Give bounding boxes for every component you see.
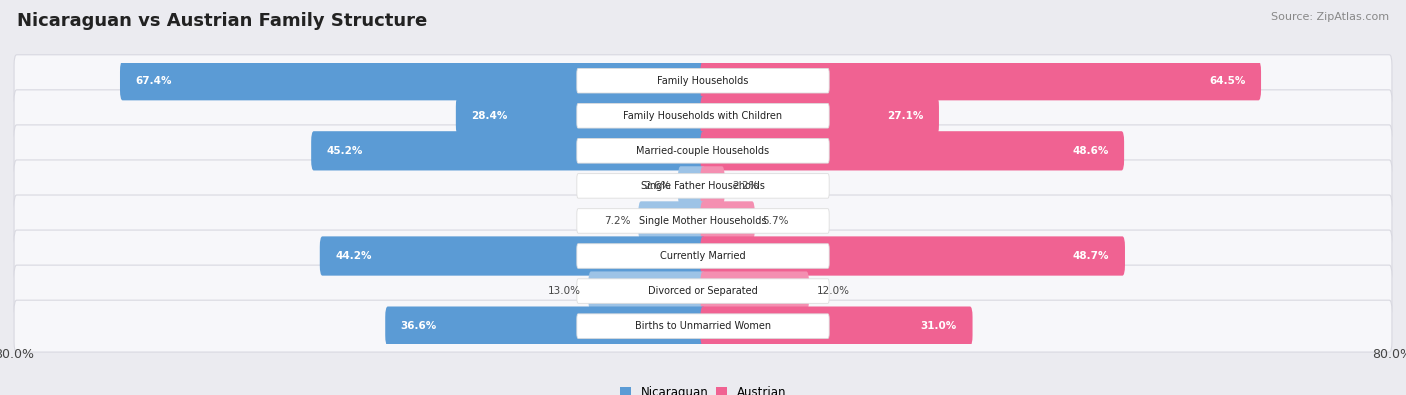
FancyBboxPatch shape	[638, 201, 706, 241]
FancyBboxPatch shape	[700, 61, 1261, 100]
Text: Currently Married: Currently Married	[661, 251, 745, 261]
FancyBboxPatch shape	[14, 300, 1392, 352]
Text: Source: ZipAtlas.com: Source: ZipAtlas.com	[1271, 12, 1389, 22]
Text: 5.7%: 5.7%	[762, 216, 789, 226]
FancyBboxPatch shape	[576, 68, 830, 93]
Text: 36.6%: 36.6%	[401, 321, 437, 331]
FancyBboxPatch shape	[14, 195, 1392, 247]
FancyBboxPatch shape	[576, 174, 830, 198]
Text: 64.5%: 64.5%	[1209, 76, 1246, 86]
FancyBboxPatch shape	[700, 236, 1125, 276]
Text: Single Father Households: Single Father Households	[641, 181, 765, 191]
FancyBboxPatch shape	[700, 166, 724, 205]
FancyBboxPatch shape	[14, 265, 1392, 317]
FancyBboxPatch shape	[576, 244, 830, 268]
FancyBboxPatch shape	[456, 96, 706, 135]
Text: 27.1%: 27.1%	[887, 111, 924, 121]
Text: 31.0%: 31.0%	[921, 321, 957, 331]
FancyBboxPatch shape	[700, 131, 1125, 171]
Legend: Nicaraguan, Austrian: Nicaraguan, Austrian	[620, 386, 786, 395]
FancyBboxPatch shape	[385, 307, 706, 346]
Text: Births to Unmarried Women: Births to Unmarried Women	[636, 321, 770, 331]
FancyBboxPatch shape	[678, 166, 706, 205]
FancyBboxPatch shape	[14, 55, 1392, 107]
FancyBboxPatch shape	[14, 160, 1392, 212]
Text: Married-couple Households: Married-couple Households	[637, 146, 769, 156]
FancyBboxPatch shape	[311, 131, 706, 171]
FancyBboxPatch shape	[14, 90, 1392, 142]
Text: Divorced or Separated: Divorced or Separated	[648, 286, 758, 296]
FancyBboxPatch shape	[589, 271, 706, 311]
Text: 28.4%: 28.4%	[471, 111, 508, 121]
FancyBboxPatch shape	[576, 314, 830, 339]
Text: 13.0%: 13.0%	[548, 286, 581, 296]
Text: 48.7%: 48.7%	[1073, 251, 1109, 261]
FancyBboxPatch shape	[120, 61, 706, 100]
FancyBboxPatch shape	[700, 96, 939, 135]
FancyBboxPatch shape	[14, 230, 1392, 282]
Text: 44.2%: 44.2%	[335, 251, 371, 261]
Text: 48.6%: 48.6%	[1073, 146, 1108, 156]
FancyBboxPatch shape	[700, 271, 808, 311]
FancyBboxPatch shape	[576, 103, 830, 128]
Text: 2.6%: 2.6%	[644, 181, 671, 191]
Text: Family Households with Children: Family Households with Children	[623, 111, 783, 121]
FancyBboxPatch shape	[700, 307, 973, 346]
Text: Single Mother Households: Single Mother Households	[640, 216, 766, 226]
Text: 2.2%: 2.2%	[733, 181, 759, 191]
Text: Nicaraguan vs Austrian Family Structure: Nicaraguan vs Austrian Family Structure	[17, 12, 427, 30]
FancyBboxPatch shape	[319, 236, 706, 276]
Text: 7.2%: 7.2%	[605, 216, 631, 226]
FancyBboxPatch shape	[576, 209, 830, 233]
FancyBboxPatch shape	[700, 201, 755, 241]
Text: 67.4%: 67.4%	[135, 76, 172, 86]
Text: 12.0%: 12.0%	[817, 286, 849, 296]
Text: Family Households: Family Households	[658, 76, 748, 86]
FancyBboxPatch shape	[576, 139, 830, 163]
Text: 45.2%: 45.2%	[326, 146, 363, 156]
FancyBboxPatch shape	[576, 279, 830, 303]
FancyBboxPatch shape	[14, 125, 1392, 177]
